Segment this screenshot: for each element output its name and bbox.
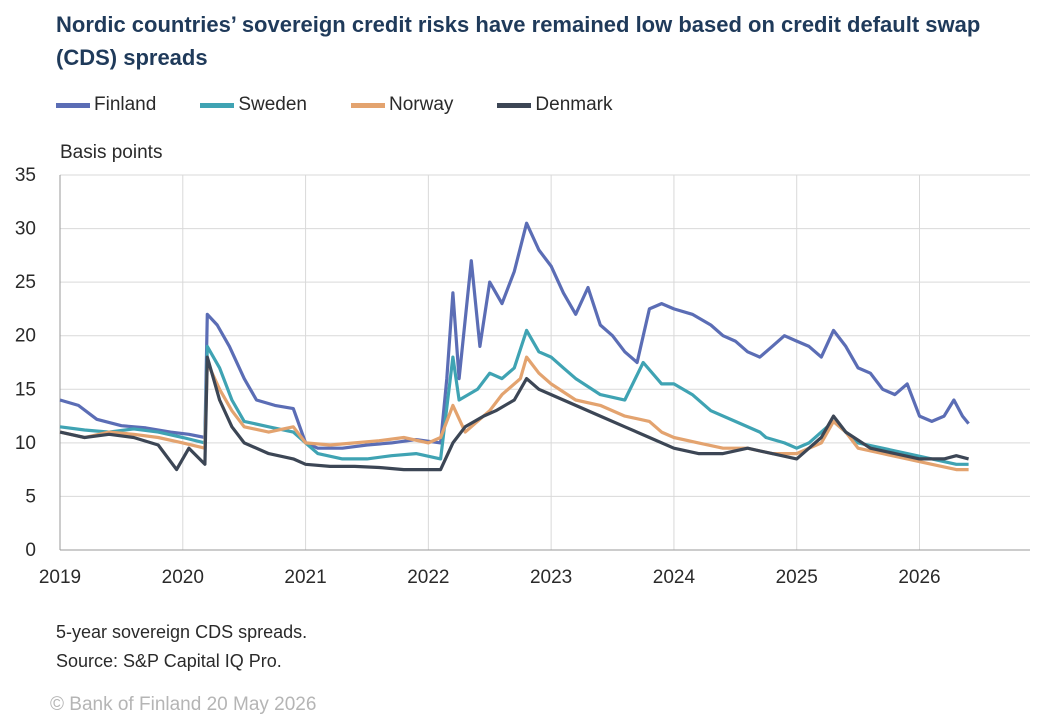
series-line-norway [59, 355, 969, 472]
x-tick-label: 2021 [284, 567, 326, 588]
legend-label-sweden: Sweden [238, 94, 307, 115]
footnote-source: Source: S&P Capital IQ Pro. [56, 651, 282, 671]
y-axis-label: Basis points [60, 142, 163, 163]
series-line-finland [59, 221, 970, 450]
copyright: © Bank of Finland 20 May 2026 [50, 694, 317, 715]
x-tick-label: 2019 [39, 567, 81, 588]
y-tick-label: 15 [15, 379, 36, 400]
x-tick-label: 2023 [530, 567, 572, 588]
y-tick-label: 30 [15, 219, 36, 240]
x-tick-label: 2024 [653, 567, 696, 588]
legend-item-norway: Norway [351, 94, 453, 116]
legend-swatch-denmark [497, 102, 532, 108]
legend-item-denmark: Denmark [497, 94, 612, 116]
x-tick-label: 2026 [898, 567, 940, 588]
legend-label-norway: Norway [389, 94, 454, 115]
legend-item-finland: Finland [56, 94, 156, 116]
legend-swatch-sweden [200, 102, 235, 108]
chart-title: Nordic countries’ sovereign credit risks… [56, 12, 981, 70]
y-tick-label: 0 [25, 540, 36, 561]
legend-label-finland: Finland [94, 94, 157, 115]
legend-item-sweden: Sweden [200, 94, 307, 116]
legend: Finland Sweden Norway Denmark [56, 90, 656, 120]
y-tick-label: 10 [15, 433, 36, 454]
legend-swatch-norway [351, 102, 385, 108]
series-line-denmark [59, 355, 970, 472]
legend-label-denmark: Denmark [535, 94, 613, 115]
y-tick-label: 20 [15, 326, 36, 347]
legend-swatch-finland [56, 102, 90, 108]
y-tick-label: 35 [15, 165, 36, 186]
x-tick-label: 2022 [407, 567, 449, 588]
series-line-sweden [59, 328, 969, 466]
footnote-description: 5-year sovereign CDS spreads. [56, 622, 308, 642]
y-tick-label: 5 [25, 486, 36, 507]
x-tick-label: 2020 [162, 567, 204, 588]
y-tick-label: 25 [15, 272, 36, 293]
x-tick-label: 2025 [776, 567, 818, 588]
